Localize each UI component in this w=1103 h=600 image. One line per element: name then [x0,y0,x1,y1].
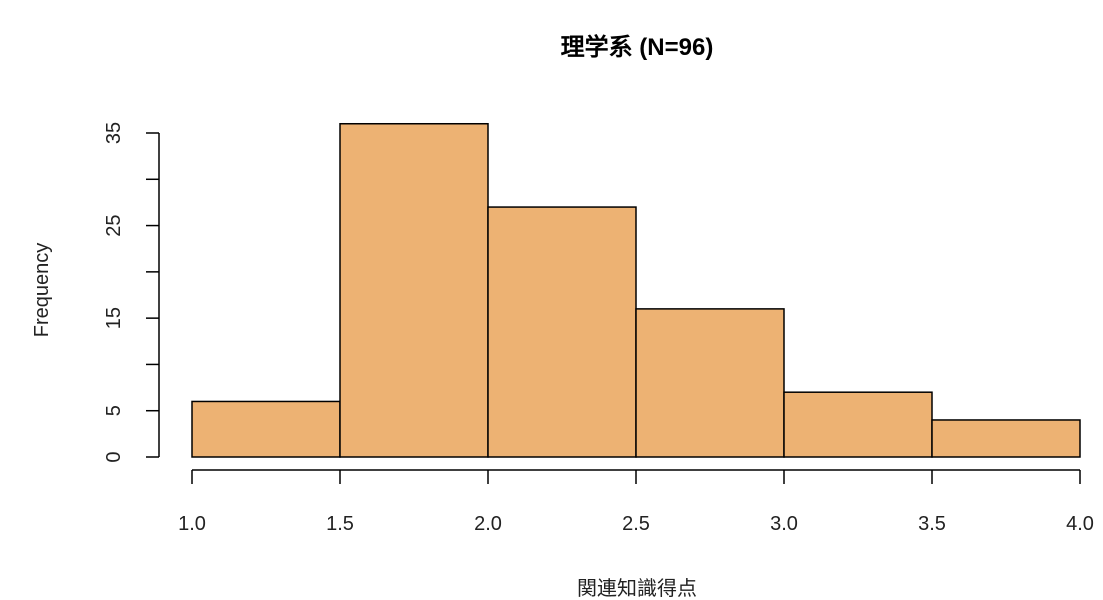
x-axis: 1.0 1.5 2.0 2.5 3.0 3.5 4.0 [178,469,1094,535]
histogram-bar-1 [191,400,341,458]
x-tick-label: 2.5 [622,513,650,535]
histogram-bar-4 [635,308,785,458]
y-tick-label: 25 [103,214,125,236]
histogram-bar-2 [339,122,489,458]
x-tick-label: 1.5 [326,513,354,535]
x-tick-label: 1.0 [178,513,206,535]
histogram-bar-3 [487,206,637,458]
bars-group [191,122,1081,458]
histogram-bar-6 [931,419,1081,458]
x-tick-label: 3.5 [918,513,946,535]
y-axis: 0 5 15 25 35 [103,122,160,463]
histogram-bar-5 [783,391,933,458]
x-tick-label: 3.0 [770,513,798,535]
y-tick-label: 5 [103,405,125,416]
x-axis-label: 関連知識得点 [577,577,697,600]
x-tick-label: 2.0 [474,513,502,535]
y-tick-label: 35 [103,122,125,144]
chart-title: 理学系 (N=96) [561,33,714,61]
y-tick-label: 15 [103,307,125,329]
x-tick-label: 4.0 [1066,513,1094,535]
y-axis-label: Frequency [31,243,53,338]
y-tick-label: 0 [103,451,125,462]
